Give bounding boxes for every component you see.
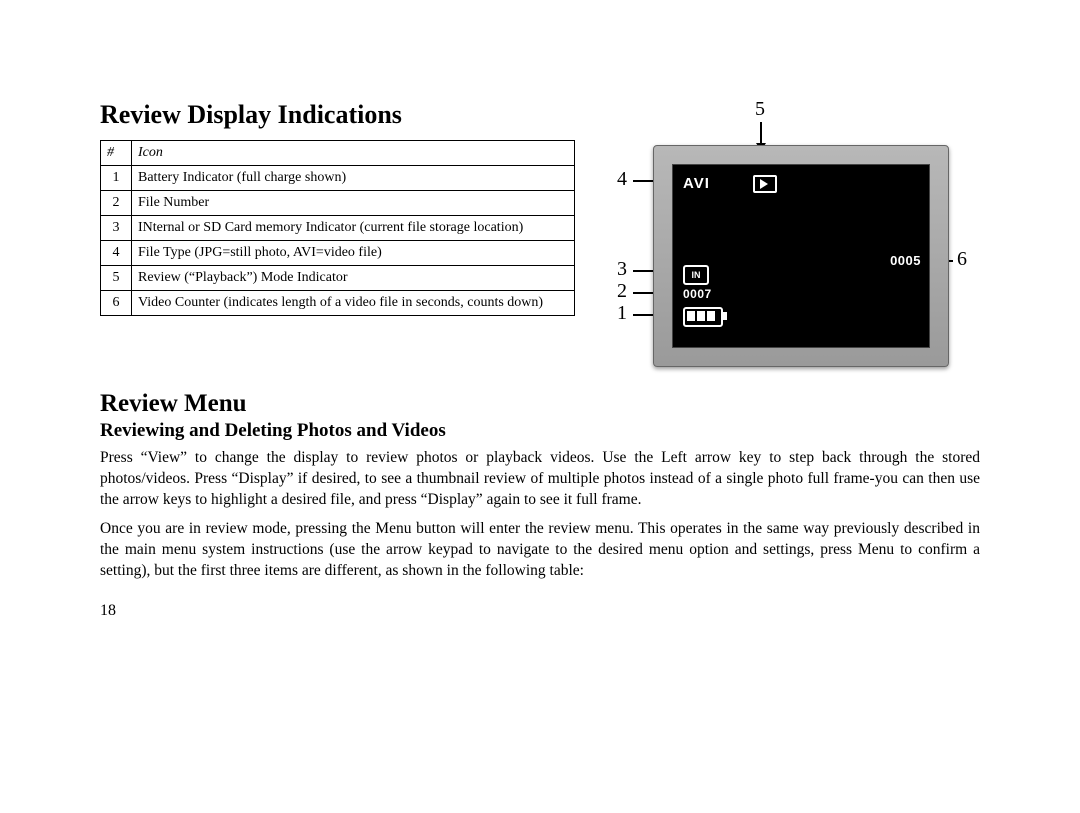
- callout-2: 2: [617, 280, 627, 303]
- callout-3: 3: [617, 258, 627, 281]
- manual-page: Review Display Indications # Icon 1Batte…: [100, 100, 980, 620]
- callout-4: 4: [617, 168, 627, 191]
- table-header-row: # Icon: [101, 141, 575, 166]
- table-row: 6Video Counter (indicates length of a vi…: [101, 291, 575, 316]
- battery-seg: [707, 311, 715, 321]
- table-row: 5Review (“Playback”) Mode Indicator: [101, 266, 575, 291]
- battery-icon: [683, 307, 723, 327]
- paragraph-2: Once you are in review mode, pressing th…: [100, 519, 980, 582]
- callout-1: 1: [617, 302, 627, 325]
- icon-table: # Icon 1Battery Indicator (full charge s…: [100, 140, 575, 316]
- battery-seg: [697, 311, 705, 321]
- table-row: 1Battery Indicator (full charge shown): [101, 166, 575, 191]
- table-row: 2File Number: [101, 191, 575, 216]
- top-row: Review Display Indications # Icon 1Batte…: [100, 100, 980, 360]
- col-head-icon: Icon: [132, 141, 575, 166]
- lcd-frame: AVI 0005 IN 0007: [653, 145, 949, 367]
- left-column: Review Display Indications # Icon 1Batte…: [100, 100, 575, 316]
- heading-review-display: Review Display Indications: [100, 100, 575, 130]
- playback-icon: [753, 175, 777, 193]
- page-number: 18: [100, 602, 980, 620]
- table-row: 3INternal or SD Card memory Indicator (c…: [101, 216, 575, 241]
- table-row: 4File Type (JPG=still photo, AVI=video f…: [101, 241, 575, 266]
- col-head-num: #: [101, 141, 132, 166]
- heading-review-menu: Review Menu: [100, 390, 980, 418]
- subheading-reviewing: Reviewing and Deleting Photos and Videos: [100, 420, 980, 442]
- callout-5: 5: [755, 98, 765, 121]
- lcd-screen: AVI 0005 IN 0007: [672, 164, 930, 348]
- memory-in-icon: IN: [683, 265, 709, 285]
- lcd-avi-label: AVI: [683, 175, 710, 192]
- lcd-diagram: 5 4 3 2 1 6 AVI 0005 IN: [595, 100, 975, 360]
- callout-6: 6: [957, 248, 967, 271]
- paragraph-1: Press “View” to change the display to re…: [100, 448, 980, 511]
- lcd-file-number: 0007: [683, 287, 712, 301]
- battery-seg: [687, 311, 695, 321]
- lcd-counter: 0005: [890, 253, 921, 268]
